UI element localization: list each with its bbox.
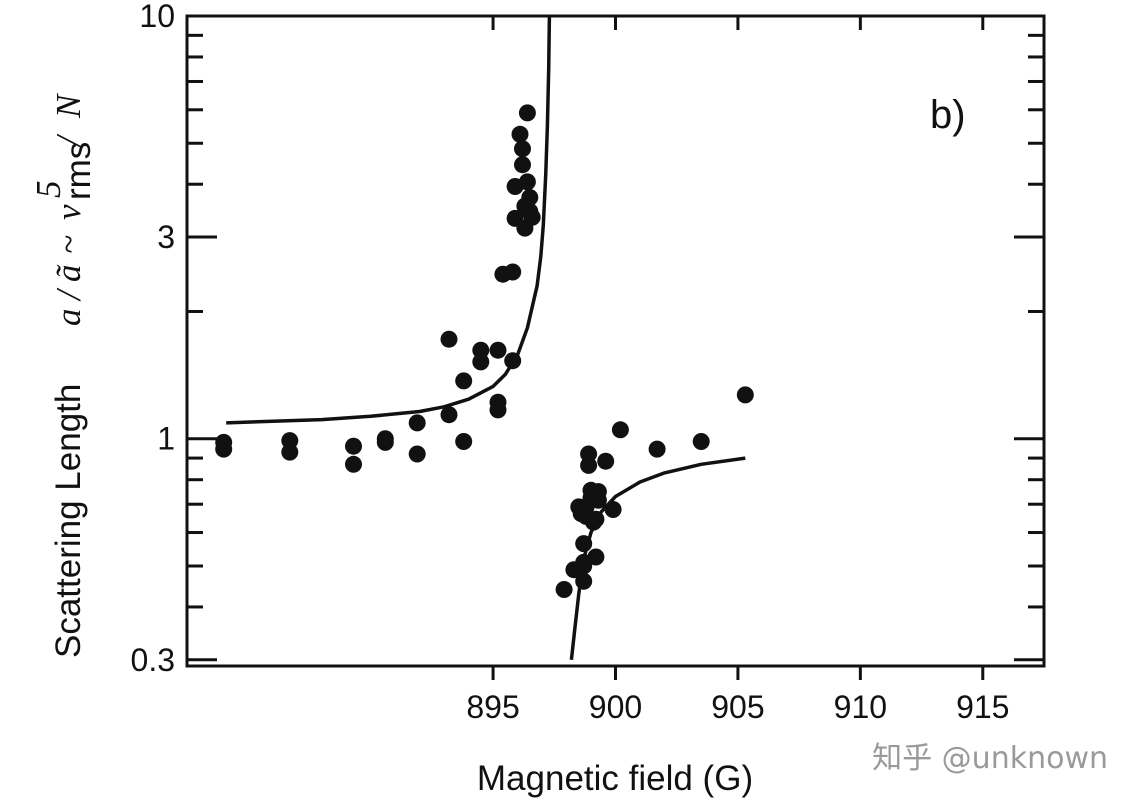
data-point (518, 104, 536, 122)
y-formula-a: a (49, 309, 88, 327)
y-axis: 0.3 1 3 10 (131, 0, 1044, 678)
x-tick-label: 905 (711, 689, 764, 725)
data-point (587, 510, 605, 528)
data-point (521, 189, 539, 206)
data-point (587, 548, 605, 566)
data-point (281, 443, 299, 461)
y-formula-slash2: / (49, 133, 88, 148)
data-point (472, 341, 490, 359)
data-point (736, 386, 754, 404)
fit-curves (226, 15, 746, 660)
data-point (523, 208, 541, 226)
data-point (408, 445, 426, 463)
y-formula-atilde: ã (49, 264, 88, 282)
data-point (511, 125, 529, 143)
data-point (215, 440, 233, 458)
x-tick-label: 915 (956, 689, 1009, 725)
data-point (440, 330, 458, 348)
data-point (518, 173, 536, 191)
y-formula-n: N (49, 93, 88, 119)
data-point (504, 263, 522, 281)
y-axis-title-text: Scattering Length (49, 384, 88, 658)
y-tick-label: 0.3 (131, 642, 175, 678)
y-formula-v: v (49, 204, 88, 220)
data-point (604, 501, 622, 518)
data-point (440, 406, 458, 424)
data-point (589, 491, 607, 509)
data-point (514, 156, 531, 174)
data-point (555, 581, 573, 598)
x-tick-label: 900 (589, 689, 642, 725)
watermark: 知乎 @unknown (872, 741, 1108, 776)
y-formula-slash1: / (49, 287, 88, 302)
x-axis: 895 900 905 910 915 (466, 16, 1009, 725)
y-axis-title: Scattering Length a / ã ~ v 5 rms / N (29, 93, 98, 658)
data-point (575, 535, 593, 553)
data-point (489, 401, 507, 419)
data-point (455, 433, 473, 450)
data-point (504, 352, 522, 370)
y-formula-superscript: 5 (29, 181, 68, 199)
data-point (514, 140, 531, 158)
data-point (597, 452, 615, 470)
y-tick-label: 10 (139, 0, 175, 34)
data-point (575, 557, 593, 575)
x-axis-title: Magnetic field (G) (477, 759, 753, 798)
y-tick-label: 3 (157, 219, 175, 255)
y-formula-sim: ~ (49, 235, 88, 254)
data-point (376, 433, 394, 451)
plot-frame (185, 14, 1046, 668)
data-point (648, 440, 666, 458)
x-tick-label: 895 (466, 689, 519, 725)
data-points (215, 104, 754, 598)
fit-curve (226, 15, 552, 425)
data-point (611, 421, 629, 439)
data-point (345, 437, 362, 455)
x-tick-label: 910 (834, 689, 887, 725)
panel-label: b) (930, 93, 966, 137)
data-point (580, 456, 598, 474)
data-point (408, 414, 426, 432)
y-tick-label: 1 (157, 421, 175, 457)
data-point (692, 433, 710, 450)
data-point (345, 455, 362, 473)
data-point (489, 341, 507, 359)
data-point (472, 353, 490, 371)
data-point (455, 372, 473, 390)
data-point (575, 572, 593, 590)
y-formula-subscript: rms (59, 142, 98, 200)
